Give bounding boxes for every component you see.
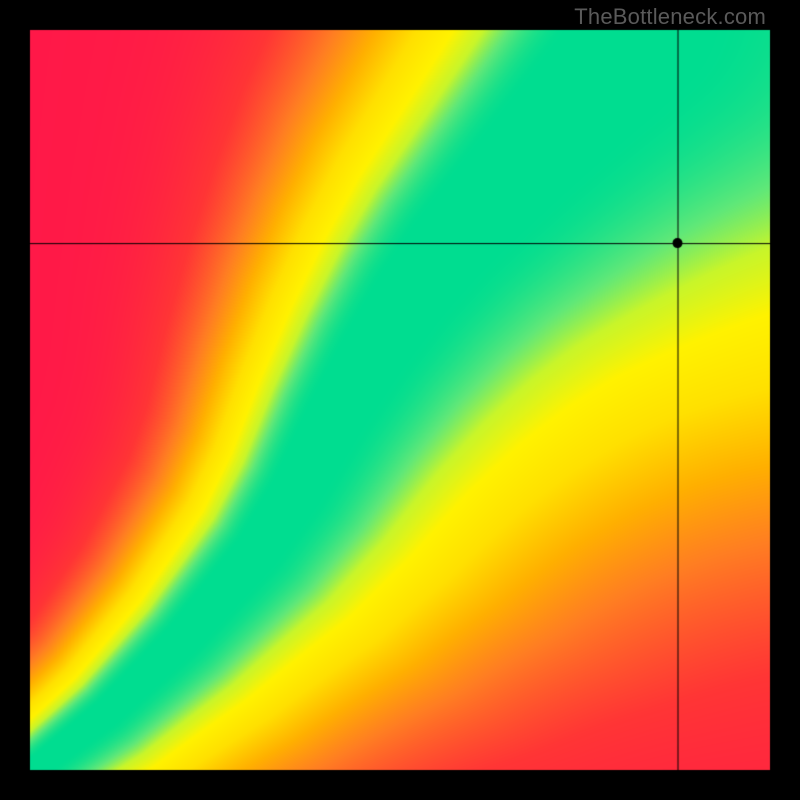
heatmap-canvas xyxy=(0,0,800,800)
chart-container: TheBottleneck.com xyxy=(0,0,800,800)
watermark: TheBottleneck.com xyxy=(574,4,766,30)
